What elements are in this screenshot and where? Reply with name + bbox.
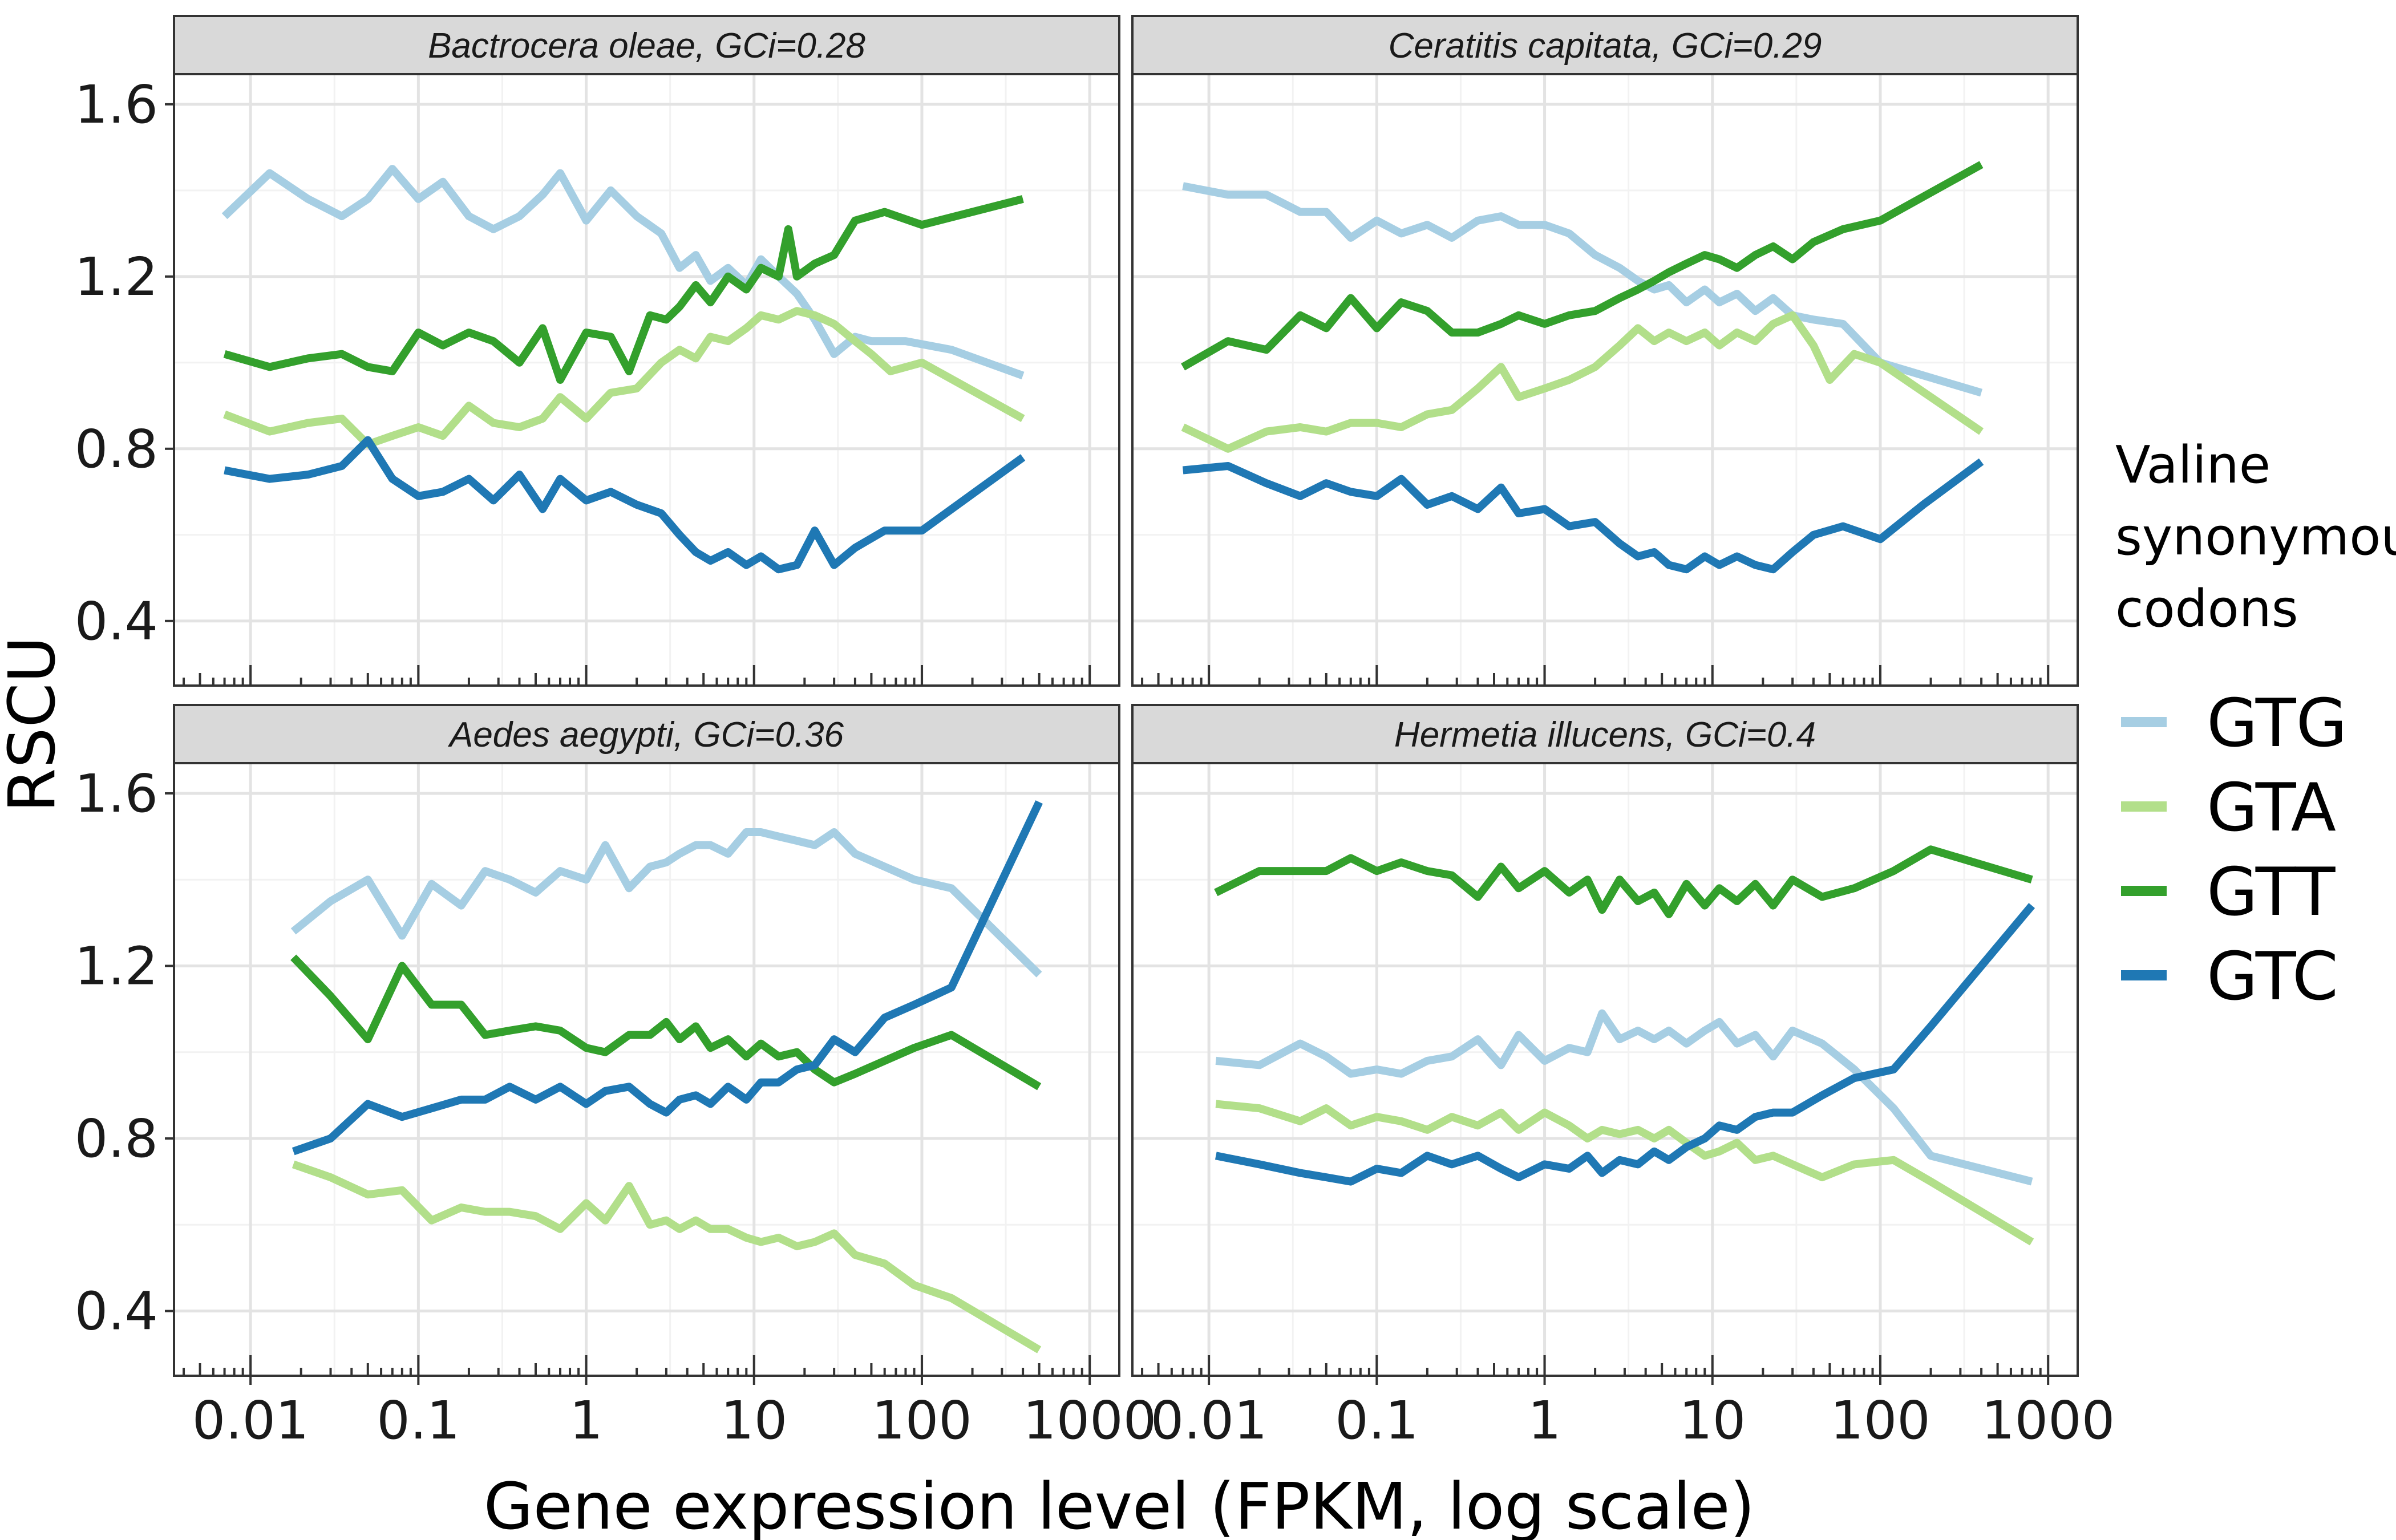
panel-1-major-grid xyxy=(174,74,1119,686)
series-line-gtc xyxy=(292,800,1043,1156)
panel-4-log-ticks xyxy=(1141,1355,2050,1376)
legend-title-line-3: codons xyxy=(2115,579,2298,639)
panel-2-background xyxy=(1132,74,2078,686)
x-tick-label: 10 xyxy=(1679,1390,1746,1451)
series-line-gta xyxy=(1181,311,1984,453)
panel-1-series xyxy=(221,165,1026,574)
x-axis-title: Gene expression level (FPKM, log scale) xyxy=(484,1470,1755,1540)
y-tick-label: 0.8 xyxy=(75,419,158,480)
x-tick-label: 1000 xyxy=(1981,1390,2115,1451)
y-tick-label: 0.8 xyxy=(75,1108,158,1169)
x-tick-label: 0.01 xyxy=(1151,1390,1268,1451)
panel-3-y-axis: 0.4 0.8 1.2 1.6 xyxy=(75,763,174,1342)
legend-title-line-2: synonymous xyxy=(2115,507,2396,567)
panel-3-log-ticks xyxy=(183,1355,1091,1376)
series-line-gtt xyxy=(1181,161,1984,371)
panel-4-minor-grid xyxy=(1132,763,2078,1376)
series-line-gtt xyxy=(223,195,1024,384)
panel-2: Ceratitis capitata, GCi=0.29 xyxy=(1131,15,2079,687)
panel-1-y-axis: 0.4 0.8 1.2 1.6 xyxy=(75,74,174,652)
panel-2-log-ticks xyxy=(1141,665,2050,686)
series-line-gta xyxy=(223,307,1025,449)
x-tick-label: 0.01 xyxy=(192,1390,309,1451)
legend-label-gtg: GTG xyxy=(2207,685,2348,762)
legend-entry-gtt: GTT xyxy=(2121,854,2336,931)
legend-title-line-1: Valine xyxy=(2115,435,2270,495)
x-tick-label: 100 xyxy=(872,1390,972,1451)
panel-3-title: Aedes aegypti, GCi=0.36 xyxy=(447,715,844,755)
series-line-gtt xyxy=(1214,845,2033,918)
x-tick-label: 1 xyxy=(1528,1390,1561,1451)
legend-entry-gtc: GTC xyxy=(2121,938,2338,1015)
y-tick-label: 1.6 xyxy=(75,763,158,824)
y-tick-label: 1.2 xyxy=(75,246,158,307)
panel-4-x-axis: 0.01 0.1 1 10 100 1000 xyxy=(1151,1376,2115,1451)
series-line-gtg xyxy=(221,165,1025,380)
panel-2-major-grid xyxy=(1132,74,2078,686)
panel-1-log-ticks xyxy=(183,665,1091,686)
x-tick-label: 10 xyxy=(721,1390,787,1451)
panel-2-border xyxy=(1131,73,2079,687)
panel-1-title: Bactrocera oleae, GCi=0.28 xyxy=(428,26,865,66)
y-tick-label: 0.4 xyxy=(75,591,158,652)
panel-3-series xyxy=(290,800,1043,1353)
series-line-gta xyxy=(292,1160,1042,1353)
x-tick-label: 0.1 xyxy=(377,1390,460,1451)
series-line-gtg xyxy=(1215,1009,2033,1186)
x-tick-label: 1 xyxy=(569,1390,603,1451)
series-line-gtc xyxy=(1182,458,1984,574)
series-line-gtt xyxy=(290,954,1042,1091)
panel-1-strip xyxy=(173,15,1120,75)
panel-2-strip xyxy=(1131,15,2079,75)
panel-1-minor-grid xyxy=(174,74,1119,686)
panel-4: Hermetia illucens, GCi=0.4 xyxy=(1131,704,2079,1377)
x-tick-label: 100 xyxy=(1830,1390,1930,1451)
panel-2-series xyxy=(1181,161,1984,574)
y-tick-label: 1.6 xyxy=(75,74,158,135)
panel-4-background xyxy=(1132,763,2078,1376)
y-axis-title: RSCU xyxy=(0,636,70,812)
legend-label-gtc: GTC xyxy=(2207,938,2338,1015)
x-tick-label: 0.1 xyxy=(1335,1390,1418,1451)
y-tick-label: 1.2 xyxy=(75,935,158,996)
series-line-gtc xyxy=(224,436,1026,574)
series-line-gtg xyxy=(1182,182,1983,397)
chart-axes: 0.40.81.21.60.40.81.21.60.01 0.1 1 10 100 100… xyxy=(75,74,2115,1451)
panel-3-background xyxy=(174,763,1119,1376)
legend-entry-gta: GTA xyxy=(2121,769,2336,846)
panel-3: Aedes aegypti, GCi=0.36 xyxy=(173,704,1120,1377)
chart-panels: Bactrocera oleae, GCi=0.28 Ceratitis capi… xyxy=(173,15,2079,1377)
panel-4-series xyxy=(1214,845,2035,1246)
legend-label-gtt: GTT xyxy=(2207,854,2336,931)
x-tick-label: 1000 xyxy=(1023,1390,1156,1451)
panel-3-border xyxy=(173,762,1120,1377)
panel-3-strip xyxy=(173,704,1120,764)
panel-4-title: Hermetia illucens, GCi=0.4 xyxy=(1394,715,1816,755)
panel-4-border xyxy=(1131,762,2079,1377)
panel-4-strip xyxy=(1131,704,2079,764)
panel-1: Bactrocera oleae, GCi=0.28 xyxy=(173,15,1120,687)
series-line-gtg xyxy=(290,828,1042,978)
series-line-gtc xyxy=(1215,903,2035,1186)
series-line-gta xyxy=(1215,1100,2034,1246)
panel-3-x-axis: 0.01 0.1 1 10 100 1000 xyxy=(192,1376,1156,1451)
panel-1-border xyxy=(173,73,1120,687)
legend-entry-gtg: GTG xyxy=(2121,685,2348,762)
panel-2-title: Ceratitis capitata, GCi=0.29 xyxy=(1389,26,1822,66)
y-tick-label: 0.4 xyxy=(75,1281,158,1342)
legend-label-gta: GTA xyxy=(2207,769,2336,846)
